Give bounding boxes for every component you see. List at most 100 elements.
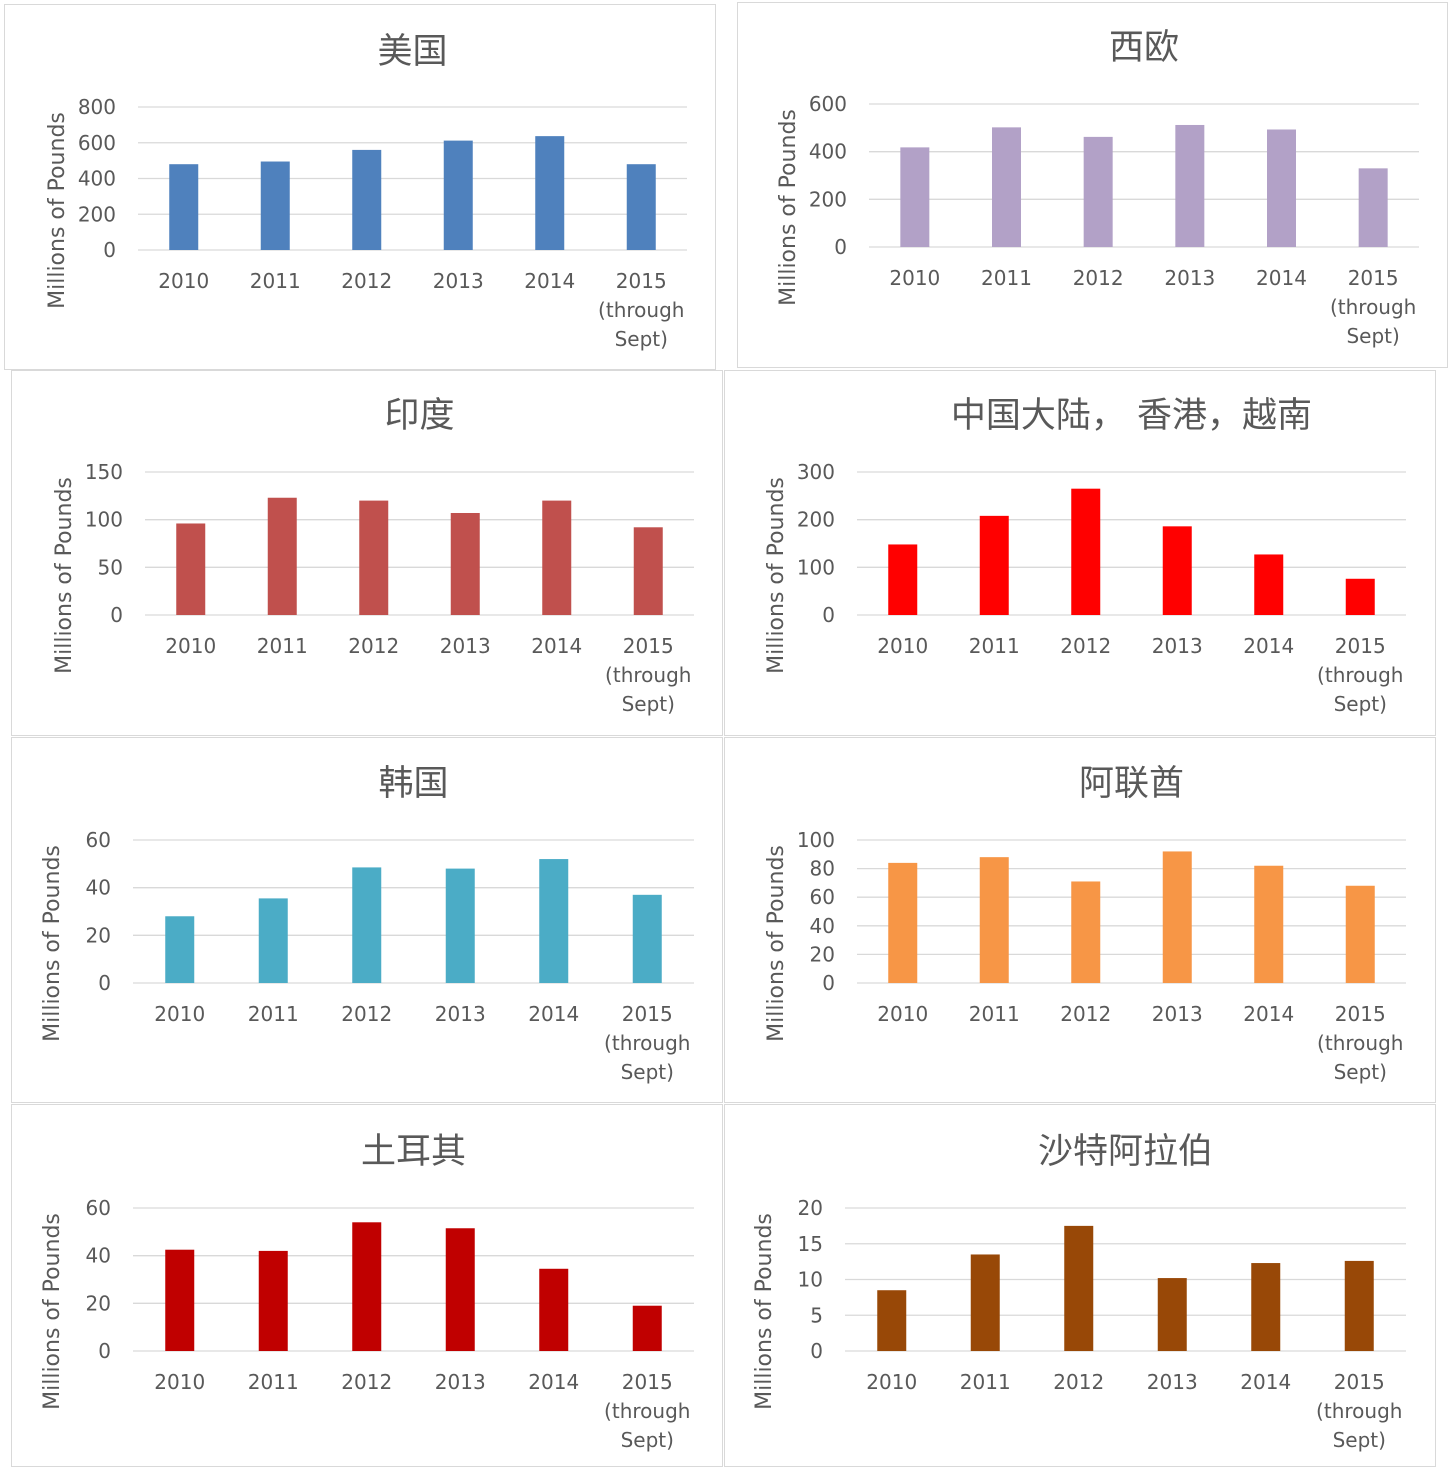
x-tick-label: Sept) [615, 327, 668, 351]
chart-svg: 阿联酋 0 20 40 60 80 100 Millions of Pounds 2010 201… [764, 764, 1406, 1084]
y-tick-label: 0 [98, 971, 111, 995]
x-tick-label: 2014 [531, 634, 582, 658]
x-tick-label: 2010 [889, 266, 940, 290]
x-tick-label: 2015 [1335, 1002, 1386, 1026]
bar [1175, 124, 1205, 247]
x-tick-label: 2010 [154, 1370, 205, 1394]
x-tick-label: 2012 [1060, 1002, 1111, 1026]
bar [445, 868, 475, 983]
y-tick-label: 600 [809, 92, 847, 116]
x-tick-label: Sept) [1346, 324, 1399, 348]
x-tick-label: 2014 [1240, 1370, 1291, 1394]
y-tick-label: 0 [98, 1339, 111, 1363]
bar [352, 867, 382, 983]
chart-title: 中国大陆， 香港，越南 [951, 396, 1312, 436]
y-tick-label: 300 [797, 460, 835, 484]
y-tick-label: 100 [85, 508, 123, 532]
y-axis-label: Millions of Pounds [40, 1213, 65, 1410]
y-tick-label: 40 [86, 876, 111, 900]
x-tick-label: 2015 [616, 269, 667, 293]
bar [970, 1254, 1000, 1351]
bar [1345, 578, 1375, 615]
bar [979, 857, 1009, 983]
bar [1251, 1263, 1281, 1351]
x-tick-label: 2012 [1053, 1370, 1104, 1394]
chart-title: 土耳其 [361, 1132, 466, 1172]
chart-title: 韩国 [378, 764, 448, 804]
y-axis-label: Millions of Pounds [764, 845, 789, 1042]
y-tick-label: 60 [810, 885, 835, 909]
x-tick-label: 2015 [1335, 634, 1386, 658]
x-tick-label: 2011 [981, 266, 1032, 290]
y-tick-label: 200 [78, 202, 116, 226]
chart-svg: 沙特阿拉伯 0 5 10 15 20 Millions of Pounds 2010 2011 2… [752, 1132, 1406, 1452]
chart-panel: 阿联酋 0 20 40 60 80 100 Millions of Pounds 2010 201… [724, 737, 1436, 1103]
bar [1083, 136, 1113, 247]
y-axis-label: Millions of Pounds [40, 845, 65, 1042]
bar [1157, 1278, 1187, 1351]
y-tick-label: 0 [822, 971, 835, 995]
x-tick-label: 2012 [1073, 266, 1124, 290]
x-tick-label: 2011 [969, 634, 1020, 658]
y-tick-label: 100 [797, 555, 835, 579]
x-tick-label: 2013 [1152, 634, 1203, 658]
chart-svg: 土耳其 0 20 40 60 Millions of Pounds 2010 2011 2012… [40, 1132, 694, 1452]
bar [900, 147, 930, 247]
chart-panel: 沙特阿拉伯 0 5 10 15 20 Millions of Pounds 2010 2011 2… [724, 1104, 1436, 1467]
bar [539, 1268, 569, 1351]
x-tick-label: 2014 [1243, 1002, 1294, 1026]
y-tick-label: 600 [78, 131, 116, 155]
bar [258, 1250, 288, 1351]
bar [1162, 851, 1192, 983]
x-tick-label: 2010 [165, 634, 216, 658]
chart-title: 沙特阿拉伯 [1038, 1132, 1213, 1172]
bar [535, 136, 565, 250]
bar [1267, 129, 1296, 247]
bar [165, 916, 195, 983]
y-tick-label: 150 [85, 460, 123, 484]
bar [450, 512, 480, 615]
x-tick-label: 2011 [248, 1002, 299, 1026]
x-tick-label: 2011 [248, 1370, 299, 1394]
bar [888, 544, 918, 615]
y-tick-label: 400 [78, 167, 116, 191]
bar [352, 1222, 382, 1351]
chart-svg: 西欧 0 200 400 600 Millions of Pounds 2010 2011 20… [776, 28, 1419, 348]
x-tick-label: 2010 [877, 634, 928, 658]
bar [443, 140, 473, 250]
y-tick-label: 20 [86, 1291, 111, 1315]
x-tick-label: 2015 [622, 1002, 673, 1026]
y-axis-label: Millions of Pounds [752, 1213, 777, 1410]
x-tick-label: 2013 [1164, 266, 1215, 290]
y-axis-label: Millions of Pounds [776, 109, 801, 306]
y-tick-label: 60 [86, 828, 111, 852]
bar [979, 515, 1009, 615]
x-tick-label: 2013 [440, 634, 491, 658]
chart-title: 印度 [384, 396, 454, 436]
x-tick-label: (through [604, 1031, 690, 1055]
y-tick-label: 15 [798, 1232, 823, 1256]
chart-panel: 韩国 0 20 40 60 Millions of Pounds 2010 2011 2012 2… [11, 737, 723, 1103]
x-tick-label: 2011 [257, 634, 308, 658]
x-tick-label: Sept) [622, 692, 675, 716]
bar [632, 1305, 662, 1351]
chart-svg: 中国大陆， 香港，越南 0 100 200 300 Millions of Pounds 2… [764, 396, 1406, 716]
x-tick-label: 2014 [1256, 266, 1307, 290]
bar [169, 164, 199, 250]
x-tick-label: Sept) [1334, 1060, 1387, 1084]
x-tick-label: 2010 [866, 1370, 917, 1394]
x-tick-label: 2012 [341, 269, 392, 293]
x-tick-label: 2012 [348, 634, 399, 658]
x-tick-label: 2014 [528, 1370, 579, 1394]
x-tick-label: (through [1317, 663, 1403, 687]
y-axis-label: Millions of Pounds [764, 477, 789, 674]
chart-panel: 印度 0 50 100 150 Millions of Pounds 2010 2011 201… [11, 370, 723, 736]
bar [1344, 1260, 1374, 1351]
bar [992, 127, 1021, 247]
bar [165, 1249, 195, 1351]
x-tick-label: 2011 [960, 1370, 1011, 1394]
bar [352, 149, 382, 250]
x-tick-label: 2014 [1243, 634, 1294, 658]
y-tick-label: 80 [810, 857, 835, 881]
bar [176, 523, 206, 615]
